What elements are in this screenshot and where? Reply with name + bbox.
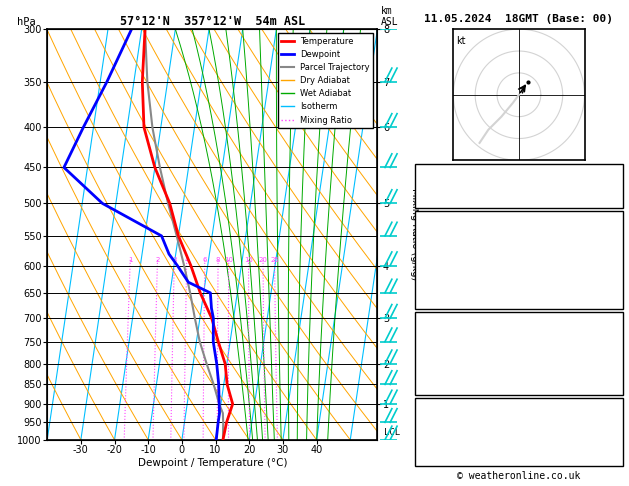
X-axis label: Dewpoint / Temperature (°C): Dewpoint / Temperature (°C)	[138, 458, 287, 468]
Text: Lifted Index: Lifted Index	[418, 353, 489, 363]
Text: 315: 315	[602, 339, 620, 348]
Text: Most Unstable: Most Unstable	[481, 312, 557, 322]
Text: 15: 15	[244, 257, 253, 263]
Text: CAPE (J): CAPE (J)	[418, 368, 465, 378]
Text: 2.35: 2.35	[596, 196, 620, 206]
Title: 57°12'N  357°12'W  54m ASL: 57°12'N 357°12'W 54m ASL	[120, 15, 305, 28]
Text: CAPE (J): CAPE (J)	[418, 282, 465, 292]
Text: K: K	[418, 167, 424, 176]
Text: 12.2: 12.2	[596, 224, 620, 233]
Text: 10: 10	[224, 257, 233, 263]
Text: hPa: hPa	[18, 17, 36, 27]
Text: 0: 0	[614, 296, 620, 306]
Text: 23: 23	[608, 167, 620, 176]
Text: 25: 25	[270, 257, 279, 263]
Text: 3: 3	[172, 257, 177, 263]
Text: SREH: SREH	[418, 425, 442, 434]
Text: © weatheronline.co.uk: © weatheronline.co.uk	[457, 471, 581, 481]
Text: 47: 47	[608, 181, 620, 191]
Text: 16: 16	[608, 410, 620, 420]
Text: 2: 2	[155, 257, 160, 263]
Text: Surface: Surface	[498, 211, 540, 221]
Text: 95: 95	[608, 382, 620, 392]
Text: 1: 1	[128, 257, 132, 263]
Text: 232°: 232°	[596, 439, 620, 449]
Text: 925: 925	[602, 324, 620, 334]
Text: CIN (J): CIN (J)	[418, 296, 459, 306]
Text: km
ASL: km ASL	[381, 6, 398, 27]
Text: EH: EH	[418, 410, 430, 420]
Text: θₑ (K): θₑ (K)	[418, 339, 454, 348]
Text: 12: 12	[608, 454, 620, 464]
Text: Hodograph: Hodograph	[493, 398, 545, 408]
Text: 0: 0	[614, 282, 620, 292]
Text: Temp (°C): Temp (°C)	[418, 224, 471, 233]
Text: 11.05.2024  18GMT (Base: 00): 11.05.2024 18GMT (Base: 00)	[425, 14, 613, 24]
Text: 7: 7	[614, 267, 620, 277]
Text: 0: 0	[614, 353, 620, 363]
Text: LCL: LCL	[384, 428, 401, 437]
Text: 4: 4	[614, 368, 620, 378]
Text: 20: 20	[259, 257, 267, 263]
Text: 6: 6	[203, 257, 207, 263]
Text: 305: 305	[602, 253, 620, 262]
Text: Totals Totals: Totals Totals	[418, 181, 494, 191]
Text: 13: 13	[608, 425, 620, 434]
Y-axis label: Mixing Ratio (g/kg): Mixing Ratio (g/kg)	[409, 189, 420, 280]
Text: Dewp (°C): Dewp (°C)	[418, 238, 471, 248]
Text: θₑ(K): θₑ(K)	[418, 253, 448, 262]
Legend: Temperature, Dewpoint, Parcel Trajectory, Dry Adiabat, Wet Adiabat, Isotherm, Mi: Temperature, Dewpoint, Parcel Trajectory…	[278, 34, 373, 128]
Text: StmSpd (kt): StmSpd (kt)	[418, 454, 483, 464]
Text: PW (cm): PW (cm)	[418, 196, 459, 206]
Text: 8: 8	[216, 257, 220, 263]
Text: StmDir: StmDir	[418, 439, 454, 449]
Text: Lifted Index: Lifted Index	[418, 267, 489, 277]
Text: Pressure (mb): Pressure (mb)	[418, 324, 494, 334]
Text: 4: 4	[184, 257, 189, 263]
Text: kt: kt	[456, 36, 465, 46]
Text: 10.2: 10.2	[596, 238, 620, 248]
Text: CIN (J): CIN (J)	[418, 382, 459, 392]
